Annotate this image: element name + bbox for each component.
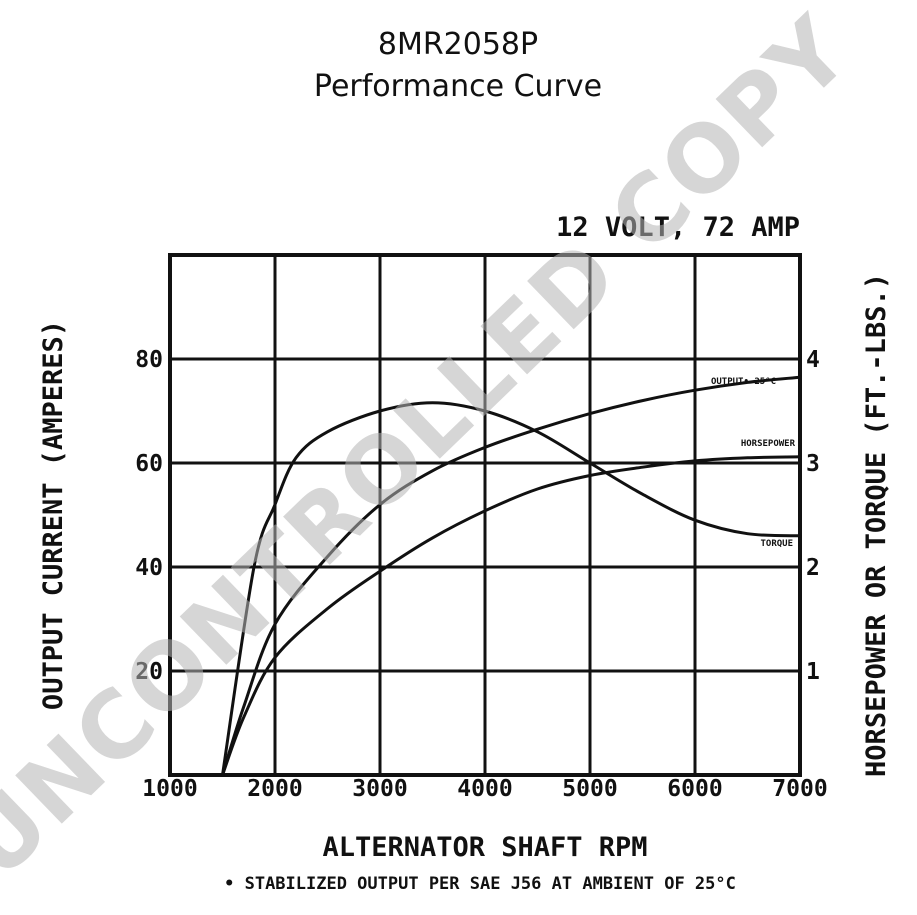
watermark: UNCONTROLLED COPY: [0, 0, 871, 899]
series-line-output: [221, 375, 802, 777]
x-tick-label-1: 2000: [247, 776, 302, 802]
x-tick-label-0: 1000: [142, 776, 197, 802]
left-tick-label-0: 20: [135, 659, 163, 685]
left-axis-label: OUTPUT CURRENT (AMPERES): [38, 320, 69, 710]
chart-title: 8MR2058P: [378, 27, 538, 62]
left-tick-label-3: 80: [135, 347, 163, 373]
left-tick-label-2: 60: [135, 451, 163, 477]
plot-frame: [168, 253, 802, 777]
x-tick-label-5: 6000: [667, 776, 722, 802]
series-line-horsepower: [221, 455, 802, 777]
right-axis-label: HORSEPOWER OR TORQUE (FT.-LBS.): [861, 273, 892, 777]
x-tick-label-6: 7000: [772, 776, 827, 802]
right-tick-label-3: 4: [806, 347, 820, 373]
series-label-torque: TORQUE: [760, 539, 793, 549]
right-tick-labels: 1 2 3 4: [806, 347, 820, 685]
x-axis-label: ALTERNATOR SHAFT RPM: [322, 832, 647, 863]
x-tick-label-4: 5000: [562, 776, 617, 802]
right-tick-label-0: 1: [806, 659, 820, 685]
chart-subtitle-text: Performance Curve: [314, 69, 602, 104]
x-tick-label-2: 3000: [352, 776, 407, 802]
left-tick-labels: 20 40 60 80: [135, 347, 163, 685]
grid-lines: [170, 255, 800, 775]
rating-label: 12 VOLT, 72 AMP: [556, 212, 800, 243]
series-line-torque: [221, 401, 802, 777]
left-tick-label-1: 40: [135, 555, 163, 581]
series-label-output: OUTPUT• 25°C: [711, 377, 776, 387]
series-lines: [221, 375, 802, 777]
series-label-horsepower: HORSEPOWER: [741, 439, 796, 449]
x-tick-labels: 1000 2000 3000 4000 5000 6000 7000: [142, 776, 827, 802]
right-tick-label-2: 3: [806, 451, 820, 477]
x-tick-label-3: 4000: [457, 776, 512, 802]
right-tick-label-1: 2: [806, 555, 820, 581]
footnote: • STABILIZED OUTPUT PER SAE J56 AT AMBIE…: [224, 874, 736, 894]
